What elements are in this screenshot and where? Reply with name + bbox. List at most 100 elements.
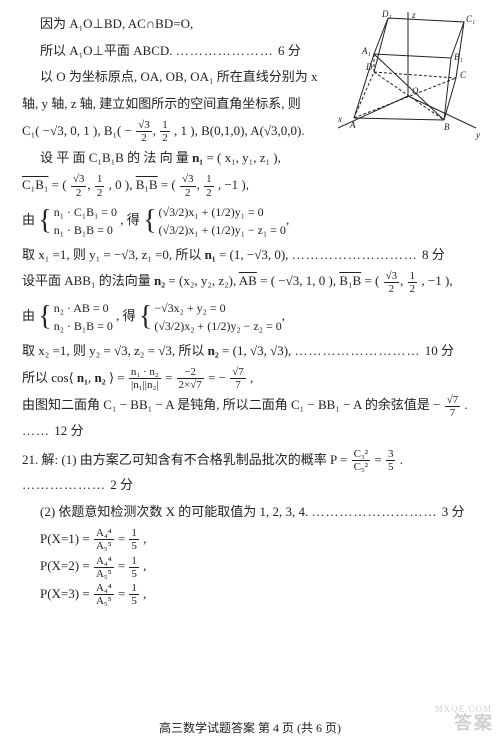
label-d1: D₁	[381, 10, 392, 19]
text-line: C₁B₁ = ( √32, 12 , 0 ), B₁B = ( √32, 12 …	[22, 173, 482, 199]
points: 6 分	[278, 43, 301, 58]
text-line: 设平面 ABB₁ 的法向量 n₂ = (x₂, y₂, z₂), AB = ( …	[22, 269, 482, 295]
text: , 1 ), B(0,1,0), A(√3,0,0).	[174, 123, 305, 138]
fraction: 15	[129, 555, 139, 580]
text: =	[374, 452, 385, 467]
text: (2) 依题意知检测次数 X 的可能取值为 1, 2, 3, 4.	[40, 504, 308, 519]
fraction: 15	[129, 527, 139, 552]
text: P(X=1) =	[40, 531, 93, 546]
text: =	[118, 586, 129, 601]
text: 由图知二面角 C₁ − BB₁ − A 是钝角, 所以二面角 C₁ − BB₁ …	[22, 397, 440, 412]
left-brace-icon: {	[38, 207, 51, 235]
label-b1: B₁	[454, 52, 463, 62]
text: .	[400, 452, 403, 467]
text: = ( −√3, 1, 0 ),	[260, 273, 339, 288]
text: 设平面 ABB₁ 的法向量	[22, 273, 154, 288]
label-a1: A₁	[361, 46, 371, 56]
text: ⟩ =	[109, 370, 128, 385]
text: , 得	[116, 308, 136, 323]
dots: ………………………	[292, 247, 422, 262]
fraction: √77	[445, 394, 461, 419]
fraction: A₄⁴A₅⁵	[94, 555, 114, 580]
label-d: D	[365, 62, 373, 72]
text: 取 x₂ =1, 则 y₂ = √3, z₂ = √3, 所以	[22, 343, 208, 358]
fraction: 15	[129, 582, 139, 607]
label-c: C	[460, 70, 467, 80]
dots: ……	[22, 423, 54, 438]
text: =	[118, 531, 129, 546]
text: , −1 ),	[421, 273, 452, 288]
points: 10 分	[425, 343, 454, 358]
fraction: √32	[71, 173, 87, 198]
brace-system: 由 { n₂ · AB = 0 n₂ · B₁B = 0 , 得 { −√3x₂…	[22, 297, 482, 337]
label-y: y	[475, 130, 480, 140]
watermark-text: 答案	[454, 706, 494, 740]
text-line: (2) 依题意知检测次数 X 的可能取值为 1, 2, 3, 4. …………………	[22, 500, 482, 525]
text-line: 所以 cos⟨ n₁, n₂ ⟩ = n₁ · n₂|n₁||n₂| = −22…	[22, 366, 482, 392]
text: ,	[143, 558, 146, 573]
geometry-diagram: D₁ C₁ A₁ B₁ D C A B O x y z	[336, 10, 486, 140]
fraction: 12	[160, 119, 170, 144]
text: 所以 A₁O⊥平面 ABCD.	[40, 43, 173, 58]
fraction: A₄⁴A₅⁵	[94, 527, 114, 552]
label-x: x	[337, 114, 342, 124]
eq-row: (√3/2)x₁ + (1/2)y₁ − z₁ = 0	[159, 221, 286, 239]
fraction: √32	[180, 173, 196, 198]
text: =	[118, 558, 129, 573]
eq-row: n₂ · B₁B = 0	[54, 317, 113, 335]
text-line: 设 平 面 C₁B₁B 的 法 向 量 n₁ = ( x₁, y₁, z₁ ),	[22, 146, 482, 171]
dots: …………………	[176, 43, 278, 58]
vector-n1: n₁	[77, 370, 88, 385]
fraction: 35	[386, 448, 396, 473]
text: 所以 cos⟨	[22, 370, 74, 385]
text-line: 取 x₁ =1, 则 y₁ = −√3, z₁ =0, 所以 n₁ = (1, …	[22, 243, 482, 268]
text: 设 平 面 C₁B₁B 的 法 向 量	[40, 150, 192, 165]
label-o: O	[412, 86, 419, 96]
left-brace-icon: {	[143, 207, 156, 235]
text: ,	[143, 586, 146, 601]
left-brace-icon: {	[139, 303, 152, 331]
text-line: 取 x₂ =1, 则 y₂ = √3, z₂ = √3, 所以 n₂ = (1,…	[22, 339, 482, 364]
vector-n1: n₁	[205, 247, 216, 262]
label-z: z	[411, 10, 416, 20]
label-c1: C₁	[466, 14, 475, 24]
points: 8 分	[422, 247, 445, 262]
text: 由	[22, 212, 35, 227]
label-b: B	[444, 122, 450, 132]
fraction: √32	[136, 119, 152, 144]
points: 12 分	[54, 423, 83, 438]
q21-line: 21. 解: (1) 由方案乙可知含有不合格乳制品批次的概率 P = C₃²C₅…	[22, 448, 482, 498]
fraction: C₃²C₅²	[352, 448, 370, 473]
vector-b1b: B₁B	[136, 177, 158, 192]
vector-n2: n₂	[154, 273, 165, 288]
dots: ………………………	[295, 343, 425, 358]
text: = (	[364, 273, 382, 288]
fraction: A₄⁴A₅⁵	[94, 582, 114, 607]
text: ,	[143, 531, 146, 546]
points: 3 分	[442, 504, 465, 519]
vector-c1b1: C₁B₁	[22, 177, 48, 192]
dots: ………………	[22, 477, 110, 492]
text: ,	[250, 370, 253, 385]
page-footer: 高三数学试题答案 第 4 页 (共 6 页)	[0, 717, 500, 740]
text: =	[165, 370, 176, 385]
text: = ( x₁, y₁, z₁ ),	[206, 150, 280, 165]
brace-system: 由 { n₁ · C₁B₁ = 0 n₁ · B₁B = 0 , 得 { (√3…	[22, 201, 482, 241]
text-line: 以 O 为坐标原点, OA, OB, OA₁ 所在直线分别为 x	[22, 65, 322, 90]
text: P(X=3) =	[40, 586, 93, 601]
vector-b1b: B₁B	[339, 273, 361, 288]
text: 由	[22, 308, 35, 323]
eq-row: −√3x₂ + y₂ = 0	[154, 299, 281, 317]
vector-n2: n₂	[208, 343, 219, 358]
fraction: 12	[408, 270, 418, 295]
fraction: 12	[204, 173, 214, 198]
text: = (x₂, y₂, z₂),	[168, 273, 238, 288]
text: = (	[161, 177, 179, 192]
eq-row: n₁ · B₁B = 0	[54, 221, 117, 239]
fraction: 12	[95, 173, 105, 198]
text: = (1, √3, √3),	[222, 343, 295, 358]
text: .	[465, 397, 468, 412]
text: = (	[52, 177, 70, 192]
text: 21. 解: (1) 由方案乙可知含有不合格乳制品批次的概率 P =	[22, 452, 351, 467]
eq-row: n₁ · C₁B₁ = 0	[54, 203, 117, 221]
